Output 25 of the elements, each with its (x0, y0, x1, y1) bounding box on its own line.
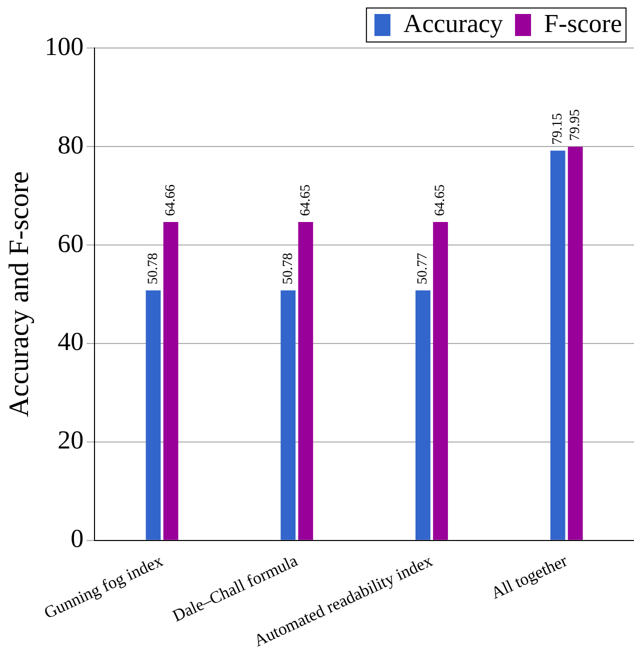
data-label: 64.65 (298, 184, 314, 216)
bar (163, 222, 178, 540)
data-label: 50.78 (280, 252, 296, 284)
bar (280, 290, 296, 540)
data-label: 79.15 (550, 113, 566, 145)
bar (146, 290, 161, 540)
bar (568, 146, 583, 540)
y-tick-label: 80 (58, 130, 84, 160)
data-label: 64.66 (163, 184, 178, 216)
legend-label: Accuracy (403, 8, 504, 38)
bar (298, 222, 314, 540)
data-label: 50.78 (146, 252, 161, 284)
data-label: 50.77 (416, 252, 431, 284)
data-label: 79.95 (568, 109, 584, 141)
y-tick-label: 100 (44, 32, 84, 61)
y-tick-label: 60 (58, 228, 84, 258)
legend-label: F-score (544, 8, 622, 38)
data-label: 64.65 (433, 184, 448, 216)
bar (550, 150, 566, 540)
y-tick-label: 20 (58, 426, 84, 455)
y-axis-title: Accuracy and F-score (4, 171, 36, 417)
bar (416, 290, 430, 540)
bar (433, 222, 448, 540)
y-tick-label: 0 (70, 524, 84, 554)
y-tick-label: 40 (58, 327, 84, 356)
